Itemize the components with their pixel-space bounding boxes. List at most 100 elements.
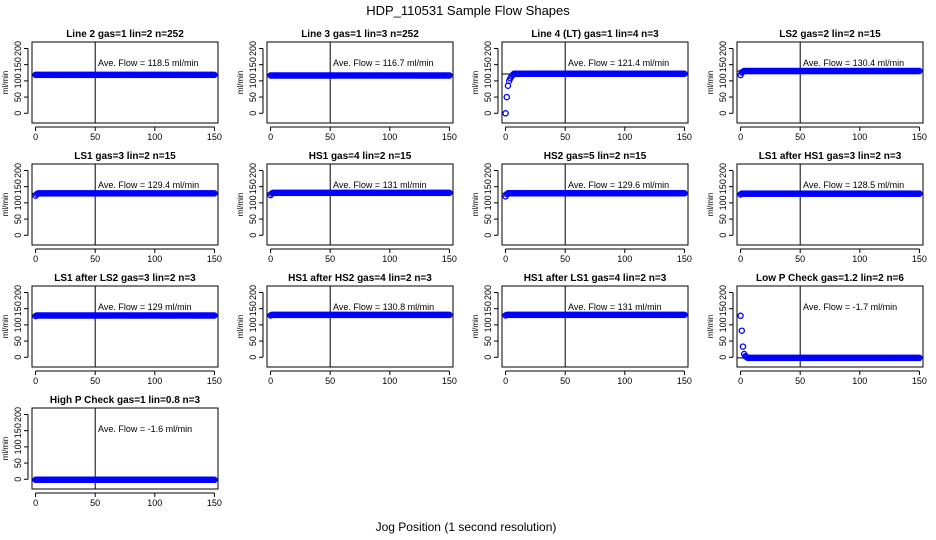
panel-5: LS1 gas=3 lin=2 n=150 50 100 15005010015020… <box>1 151 222 264</box>
y-tick-label: 150 <box>718 301 728 316</box>
y-tick-label: 200 <box>718 285 728 300</box>
y-tick-label: 150 <box>483 57 493 72</box>
data-point <box>916 354 923 362</box>
x-tick-label: 150 <box>912 254 927 264</box>
x-tick-label: 0 <box>738 132 743 142</box>
data-point <box>916 190 923 197</box>
plot-frame <box>31 41 219 124</box>
y-tick-label: 100 <box>248 73 258 88</box>
x-tick-label: 150 <box>442 254 457 264</box>
x-tick-label: 100 <box>147 254 162 264</box>
average-flow-annotation: Ave. Flow = 118.5 ml/min <box>98 58 198 68</box>
plot-frame <box>31 163 219 246</box>
average-flow-annotation: Ave. Flow = 130.4 ml/min <box>803 58 904 68</box>
y-tick-label: 0 <box>718 111 728 116</box>
x-tick-label: 50 <box>795 132 805 142</box>
x-tick-label: 0 <box>33 498 38 508</box>
x-tick-label: 50 <box>795 254 805 264</box>
panel-title: LS1 after LS2 gas=3 lin=2 n=3 <box>54 273 196 284</box>
y-tick-label: 0 <box>483 233 493 238</box>
data-point <box>211 71 218 79</box>
y-axis-label: ml/min <box>236 315 245 339</box>
x-tick-label: 150 <box>677 376 692 386</box>
x-tick-label: 100 <box>852 132 867 142</box>
y-tick-label: 100 <box>483 317 493 332</box>
panel-title: Line 2 gas=1 lin=2 n=252 <box>66 29 184 40</box>
plot-frame <box>501 41 689 124</box>
y-tick-label: 50 <box>248 336 258 346</box>
y-axis-label: ml/min <box>471 315 480 339</box>
y-tick-label: 100 <box>718 195 728 210</box>
y-tick-label: 0 <box>248 233 258 238</box>
average-flow-annotation: Ave. Flow = 131 ml/min <box>333 180 427 190</box>
x-tick-label: 100 <box>147 132 162 142</box>
panel-13: High P Check gas=1 lin=0.8 n=30 50 100 1500… <box>1 395 222 508</box>
x-tick-label: 100 <box>382 376 397 386</box>
data-point <box>737 312 744 320</box>
y-tick-label: 50 <box>483 336 493 346</box>
y-tick-label: 50 <box>13 214 23 224</box>
y-axis-label: ml/min <box>1 193 10 217</box>
y-tick-label: 200 <box>248 163 258 178</box>
x-tick-label: 150 <box>912 132 927 142</box>
x-tick-label: 150 <box>677 254 692 264</box>
y-tick-label: 100 <box>483 73 493 88</box>
y-tick-label: 200 <box>13 163 23 178</box>
y-axis-label: ml/min <box>236 71 245 95</box>
y-tick-label: 200 <box>248 285 258 300</box>
data-point <box>503 93 511 101</box>
y-axis-label: ml/min <box>1 437 10 461</box>
y-tick-label: 150 <box>248 179 258 194</box>
x-tick-label: 150 <box>207 132 222 142</box>
x-tick-label: 50 <box>560 132 570 142</box>
plot-frame <box>266 285 454 368</box>
plot-frame <box>501 163 689 246</box>
x-tick-label: 0 <box>268 254 273 264</box>
panel-title: HS1 after LS1 gas=4 lin=2 n=3 <box>524 273 667 284</box>
panel-8: LS1 after HS1 gas=3 lin=2 n=30 50 100 15005… <box>706 151 927 264</box>
x-tick-label: 100 <box>147 376 162 386</box>
y-tick-label: 0 <box>248 355 258 360</box>
x-tick-label: 50 <box>560 376 570 386</box>
y-tick-label: 200 <box>13 41 23 56</box>
plot-frame <box>736 285 924 368</box>
data-point <box>739 343 747 350</box>
panel-10: HS1 after HS2 gas=4 lin=2 n=30 50 100 15005… <box>236 273 457 386</box>
x-tick-label: 50 <box>90 254 100 264</box>
x-tick-label: 150 <box>442 132 457 142</box>
y-tick-label: 0 <box>718 355 728 360</box>
average-flow-annotation: Ave. Flow = 129.4 ml/min <box>98 180 199 190</box>
data-point <box>502 110 509 117</box>
x-tick-label: 0 <box>738 254 743 264</box>
x-tick-label: 0 <box>268 132 273 142</box>
x-tick-label: 0 <box>738 376 743 386</box>
y-tick-label: 100 <box>13 317 23 332</box>
y-tick-label: 50 <box>718 336 728 346</box>
panel-title: LS1 gas=3 lin=2 n=15 <box>74 151 176 162</box>
x-tick-label: 100 <box>382 132 397 142</box>
y-tick-label: 50 <box>13 336 23 346</box>
average-flow-annotation: Ave. Flow = 129.6 ml/min <box>568 180 669 190</box>
y-tick-label: 100 <box>13 439 23 454</box>
y-axis-label: ml/min <box>706 71 715 95</box>
panel-7: HS2 gas=5 lin=2 n=150 50 100 15005010015020… <box>471 151 692 264</box>
data-point <box>916 67 923 75</box>
y-tick-label: 150 <box>718 179 728 194</box>
y-tick-label: 50 <box>248 214 258 224</box>
y-tick-label: 200 <box>718 41 728 56</box>
x-tick-label: 150 <box>677 132 692 142</box>
plot-frame <box>501 285 689 368</box>
y-tick-label: 200 <box>483 285 493 300</box>
plot-frame <box>266 41 454 124</box>
x-tick-label: 0 <box>503 376 508 386</box>
panel-title: Line 3 gas=1 lin=3 n=252 <box>301 29 419 40</box>
y-tick-label: 0 <box>483 111 493 116</box>
y-tick-label: 0 <box>13 233 23 238</box>
x-tick-label: 50 <box>90 132 100 142</box>
y-tick-label: 0 <box>483 355 493 360</box>
data-point <box>446 311 453 319</box>
panel-title: Line 4 (LT) gas=1 lin=4 n=3 <box>531 29 659 40</box>
